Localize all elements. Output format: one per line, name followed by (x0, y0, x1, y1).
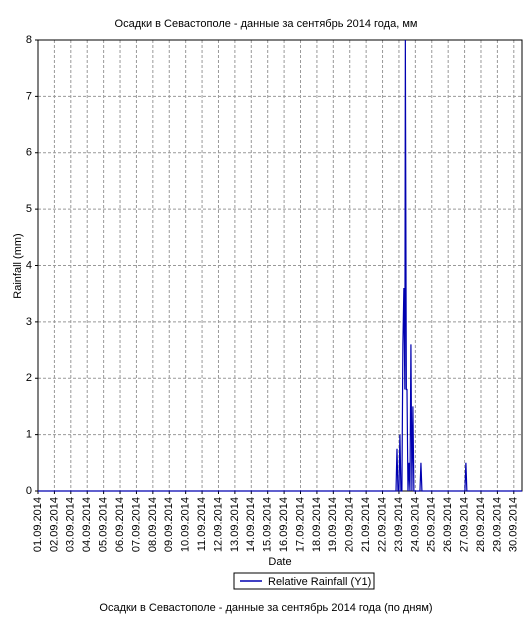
x-tick-label: 19.09.2014 (327, 497, 339, 552)
x-tick-label: 08.09.2014 (147, 497, 159, 552)
x-tick-label: 01.09.2014 (32, 497, 44, 552)
y-tick-label: 4 (26, 259, 32, 271)
x-tick-label: 25.09.2014 (426, 497, 438, 552)
x-tick-label: 30.09.2014 (508, 497, 520, 552)
x-tick-label: 14.09.2014 (245, 497, 257, 552)
x-tick-label: 16.09.2014 (278, 497, 290, 552)
x-tick-label: 15.09.2014 (262, 497, 274, 552)
x-tick-label: 06.09.2014 (114, 497, 126, 552)
x-axis-label: Date (268, 556, 291, 568)
x-tick-label: 13.09.2014 (229, 497, 241, 552)
x-tick-label: 09.09.2014 (163, 497, 175, 552)
data-line (38, 39, 522, 492)
x-tick-label: 05.09.2014 (98, 497, 110, 552)
x-tick-label: 26.09.2014 (442, 497, 454, 552)
y-tick-label: 8 (26, 34, 32, 46)
x-tick-label: 28.09.2014 (475, 497, 487, 552)
y-tick-label: 6 (26, 147, 32, 159)
x-tick-label: 21.09.2014 (360, 497, 372, 552)
x-tick-label: 04.09.2014 (81, 497, 93, 552)
x-tick-label: 27.09.2014 (458, 497, 470, 552)
x-tick-label: 12.09.2014 (212, 497, 224, 552)
x-tick-label: 23.09.2014 (393, 497, 405, 552)
x-tick-label: 11.09.2014 (196, 497, 208, 551)
chart-title: Осадки в Севастополе - данные за сентябр… (115, 18, 418, 30)
legend-box (233, 572, 375, 590)
x-tick-label: 17.09.2014 (294, 497, 306, 552)
x-tick-label: 24.09.2014 (409, 497, 421, 552)
x-tick-label: 03.09.2014 (65, 497, 77, 552)
legend-label: Relative Rainfall (Y1) (268, 576, 371, 588)
y-tick-label: 0 (26, 485, 32, 497)
x-tick-label: 29.09.2014 (491, 497, 503, 552)
x-tick-label: 18.09.2014 (311, 497, 323, 552)
y-tick-label: 1 (26, 429, 32, 441)
y-axis-label: Rainfall (mm) (12, 233, 24, 298)
x-tick-label: 07.09.2014 (130, 497, 142, 552)
y-tick-label: 5 (26, 203, 32, 215)
x-tick-label: 02.09.2014 (48, 497, 60, 552)
x-tick-label: 10.09.2014 (180, 497, 192, 552)
y-tick-label: 2 (26, 372, 32, 384)
x-tick-label: 20.09.2014 (344, 497, 356, 552)
y-tick-label: 3 (26, 316, 32, 328)
y-tick-label: 7 (26, 90, 32, 102)
chart-subtitle: Осадки в Севастополе - данные за сентябр… (99, 602, 432, 614)
x-tick-label: 22.09.2014 (376, 497, 388, 552)
